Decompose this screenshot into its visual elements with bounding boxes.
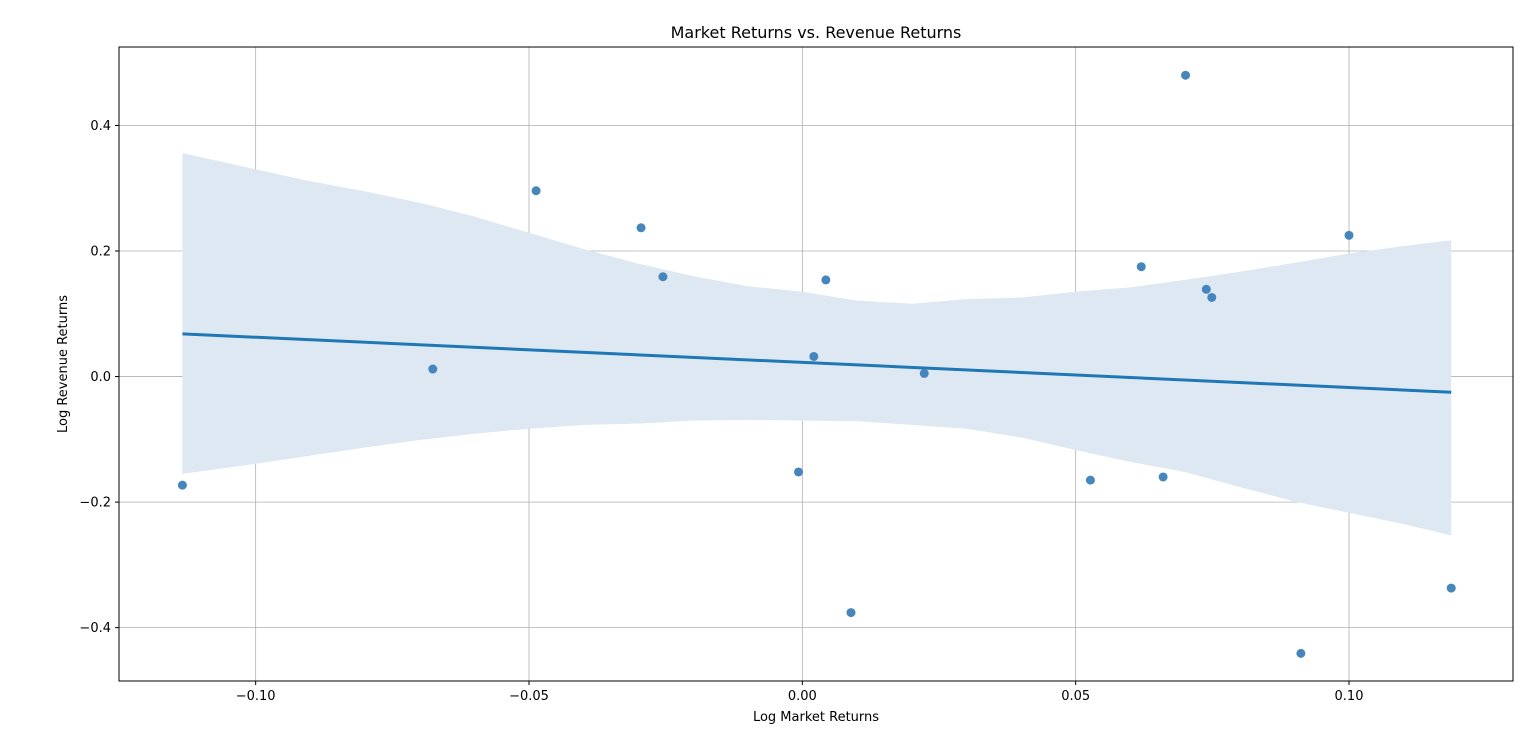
- data-point: [821, 275, 831, 285]
- data-point: [1136, 262, 1146, 272]
- data-point: [177, 480, 187, 490]
- data-points: [177, 70, 1456, 658]
- x-tick-label: −0.10: [236, 689, 276, 704]
- y-tick-label: −0.4: [79, 621, 111, 636]
- y-tick-label: 0.0: [90, 370, 111, 385]
- x-tick-label: 0.05: [1061, 689, 1090, 704]
- confidence-band: [182, 153, 1452, 536]
- x-tick-label: 0.10: [1335, 689, 1364, 704]
- data-point: [1181, 70, 1191, 80]
- data-point: [1201, 284, 1211, 294]
- data-point: [636, 223, 646, 233]
- x-axis-label: Log Market Returns: [753, 710, 879, 725]
- y-tick-label: 0.4: [90, 119, 111, 134]
- y-axis-ticks: −0.4 −0.2 0.0 0.2 0.4: [79, 119, 119, 636]
- data-point: [1296, 648, 1306, 658]
- data-point: [846, 608, 856, 618]
- data-point: [1207, 292, 1217, 302]
- chart-title: Market Returns vs. Revenue Returns: [671, 23, 962, 42]
- data-point: [1158, 472, 1168, 482]
- regression-line: [182, 332, 1452, 394]
- data-point: [1085, 475, 1095, 485]
- y-tick-label: 0.2: [90, 245, 111, 260]
- x-tick-label: 0.00: [788, 689, 817, 704]
- data-point: [919, 368, 929, 378]
- data-point: [531, 186, 541, 196]
- data-point: [794, 467, 804, 477]
- y-axis-label: Log Revenue Returns: [56, 295, 71, 433]
- plot-frame: [118, 46, 1514, 682]
- x-axis-ticks: −0.10 −0.05 0.00 0.05 0.10: [236, 681, 1364, 704]
- confidence-band-layer: [182, 153, 1452, 536]
- data-point: [809, 351, 819, 361]
- x-tick-label: −0.05: [509, 689, 549, 704]
- regression-line-layer: [182, 332, 1452, 394]
- data-point: [1344, 230, 1354, 240]
- data-point: [1446, 583, 1456, 593]
- data-point: [428, 364, 438, 374]
- y-tick-label: −0.2: [79, 496, 111, 511]
- data-point: [658, 272, 668, 282]
